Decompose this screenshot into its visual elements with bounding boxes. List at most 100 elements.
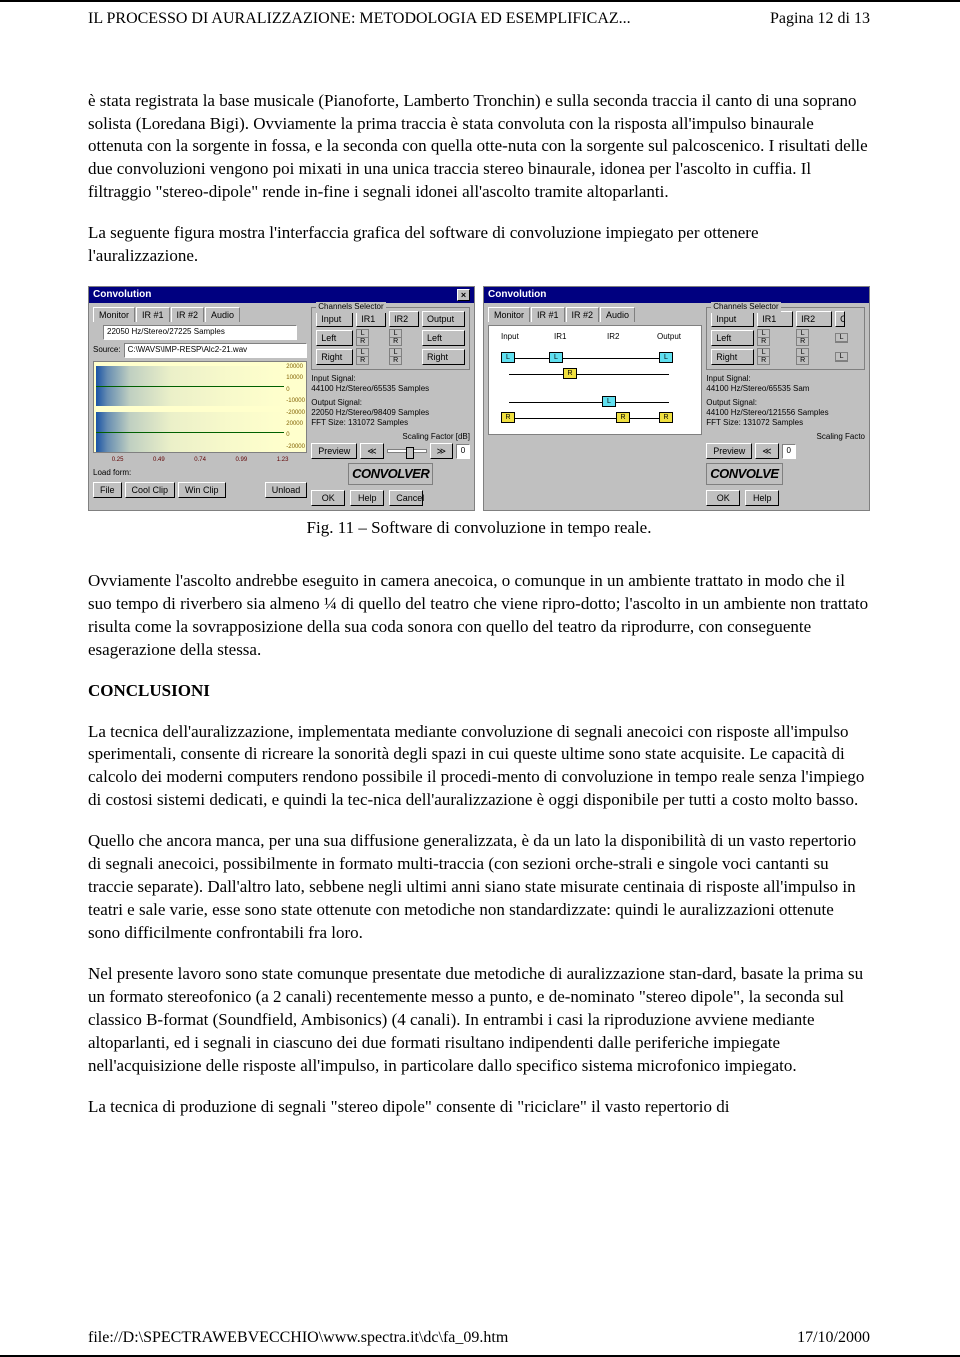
winclip-button[interactable]: Win Clip: [178, 482, 226, 498]
ch-right[interactable]: Right: [711, 349, 754, 365]
ch-ir1[interactable]: IR1: [757, 311, 793, 327]
figure-row: Convolution × Monitor IR #1 IR #2 Audio …: [88, 286, 870, 511]
scaling-label: Scaling Facto: [706, 432, 865, 443]
footer-path: file://D:\SPECTRAWEBVECCHIO\www.spectra.…: [88, 1327, 508, 1349]
convolution-dialog-left: Convolution × Monitor IR #1 IR #2 Audio …: [88, 286, 475, 511]
tab-monitor[interactable]: Monitor: [93, 307, 135, 322]
page-number: Pagina 12 di 13: [770, 8, 870, 30]
ch-output[interactable]: O: [835, 311, 845, 327]
channels-selector-group: Channels Selector Input IR1 IR2 Output L…: [311, 307, 470, 370]
ch-output[interactable]: Output: [422, 311, 465, 327]
footer-date: 17/10/2000: [797, 1327, 870, 1349]
input-signal-info: Input Signal: 44100 Hz/Stereo/65535 Samp…: [311, 374, 470, 394]
rewind-button[interactable]: ≪: [360, 443, 383, 459]
ch-right-out[interactable]: Right: [422, 349, 465, 365]
dialog-title: Convolution: [93, 288, 151, 302]
output-signal-info: Output Signal: 22050 Hz/Stereo/98409 Sam…: [311, 398, 470, 428]
ch-left[interactable]: Left: [711, 330, 754, 346]
tab-ir2[interactable]: IR #2: [566, 307, 600, 322]
ch-ir2[interactable]: IR2: [389, 311, 419, 327]
ch-ir1[interactable]: IR1: [356, 311, 386, 327]
ch-input[interactable]: Input: [711, 311, 754, 327]
node-ir1-R: R: [563, 368, 577, 379]
close-icon[interactable]: ×: [457, 289, 470, 301]
tab-audio[interactable]: Audio: [600, 307, 635, 322]
paragraph-3: Ovviamente l'ascolto andrebbe eseguito i…: [88, 570, 870, 662]
ch-ir2[interactable]: IR2: [796, 311, 832, 327]
lr-box[interactable]: LR: [389, 329, 402, 346]
time-axis: 0.250.490.740.991.23: [93, 456, 307, 468]
node-input-R: R: [501, 412, 515, 423]
node-ir1-L: L: [549, 352, 563, 363]
coolclip-button[interactable]: Cool Clip: [125, 482, 176, 498]
titlebar: Convolution: [484, 287, 869, 303]
file-button[interactable]: File: [93, 482, 122, 498]
node-out-R: R: [659, 412, 673, 423]
unload-button[interactable]: Unload: [265, 482, 308, 498]
source-label: Source:: [93, 345, 121, 356]
output-signal-info: Output Signal: 44100 Hz/Stereo/121556 Sa…: [706, 398, 865, 428]
cancel-button[interactable]: Cancel: [389, 490, 423, 506]
tab-strip: Monitor IR #1 IR #2 Audio: [488, 307, 702, 322]
page-header: IL PROCESSO DI AURALIZZAZIONE: METODOLOG…: [88, 8, 870, 30]
tab-monitor[interactable]: Monitor: [488, 307, 530, 322]
preview-button[interactable]: Preview: [311, 443, 357, 459]
tab-ir2[interactable]: IR #2: [171, 307, 205, 322]
ch-left[interactable]: Left: [316, 330, 353, 346]
convolver-logo: CONVOLVE: [706, 463, 782, 485]
dialog-title: Convolution: [488, 288, 546, 302]
ok-button[interactable]: OK: [311, 490, 345, 506]
lr-box[interactable]: LR: [389, 348, 402, 365]
titlebar: Convolution ×: [89, 287, 474, 303]
forward-button[interactable]: ≫: [430, 443, 453, 459]
paragraph-2: La seguente figura mostra l'interfaccia …: [88, 222, 870, 268]
scaling-slider-row: Preview ≪ ≫ 0: [311, 443, 470, 459]
lr-box[interactable]: LR: [796, 329, 809, 346]
tab-strip: Monitor IR #1 IR #2 Audio: [93, 307, 307, 322]
paragraph-4: La tecnica dell'auralizzazione, implemen…: [88, 721, 870, 813]
doc-title: IL PROCESSO DI AURALIZZAZIONE: METODOLOG…: [88, 8, 631, 30]
lr-box[interactable]: LR: [757, 348, 770, 365]
node-ir2-R: R: [616, 412, 630, 423]
convolver-logo: CONVOLVER: [348, 463, 433, 485]
lr-box[interactable]: LR: [757, 329, 770, 346]
rate-field: 22050 Hz/Stereo/27225 Samples: [103, 325, 297, 340]
paragraph-5: Quello che ancora manca, per una sua dif…: [88, 830, 870, 945]
figure-caption: Fig. 11 – Software di convoluzione in te…: [88, 517, 870, 540]
paragraph-6: Nel presente lavoro sono state comunque …: [88, 963, 870, 1078]
amplitude-scale: 20000100000-10000-20000 200000-20000: [286, 362, 306, 452]
tab-audio[interactable]: Audio: [205, 307, 240, 322]
lr-box[interactable]: L: [835, 352, 848, 362]
tab-ir1[interactable]: IR #1: [531, 307, 565, 322]
scaling-value: 0: [782, 444, 796, 459]
routing-diagram: Input IR1 IR2 Output L L R L: [488, 325, 702, 435]
scaling-slider-row: Preview ≪ 0: [706, 443, 865, 459]
preview-button[interactable]: Preview: [706, 443, 752, 459]
input-signal-info: Input Signal: 44100 Hz/Stereo/65535 Sam: [706, 374, 865, 394]
loadform-label: Load form:: [93, 468, 307, 479]
lr-box[interactable]: LR: [356, 348, 369, 365]
node-out-L: L: [659, 352, 673, 363]
ok-button[interactable]: OK: [706, 490, 740, 506]
node-ir2-L: L: [602, 396, 616, 407]
rewind-button[interactable]: ≪: [755, 443, 778, 459]
help-button[interactable]: Help: [350, 490, 384, 506]
lr-box[interactable]: LR: [356, 329, 369, 346]
convolution-dialog-right: Convolution Monitor IR #1 IR #2 Audio In…: [483, 286, 870, 511]
node-input-L: L: [501, 352, 515, 363]
source-field[interactable]: C:\WAVS\IMP-RESP\Alc2-21.wav: [124, 343, 308, 358]
paragraph-7: La tecnica di produzione di segnali "ste…: [88, 1096, 870, 1119]
scaling-slider[interactable]: [387, 449, 427, 453]
lr-box[interactable]: LR: [796, 348, 809, 365]
scaling-label: Scaling Factor [dB]: [311, 432, 470, 443]
waveform-display: 20000100000-10000-20000 200000-20000: [93, 361, 307, 453]
ch-input[interactable]: Input: [316, 311, 353, 327]
ch-left-out[interactable]: Left: [422, 330, 465, 346]
page-footer: file://D:\SPECTRAWEBVECCHIO\www.spectra.…: [88, 1327, 870, 1349]
tab-ir1[interactable]: IR #1: [136, 307, 170, 322]
paragraph-1: è stata registrata la base musicale (Pia…: [88, 90, 870, 205]
ch-right[interactable]: Right: [316, 349, 353, 365]
heading-conclusions: CONCLUSIONI: [88, 680, 870, 703]
help-button[interactable]: Help: [745, 490, 779, 506]
lr-box[interactable]: L: [835, 333, 848, 343]
